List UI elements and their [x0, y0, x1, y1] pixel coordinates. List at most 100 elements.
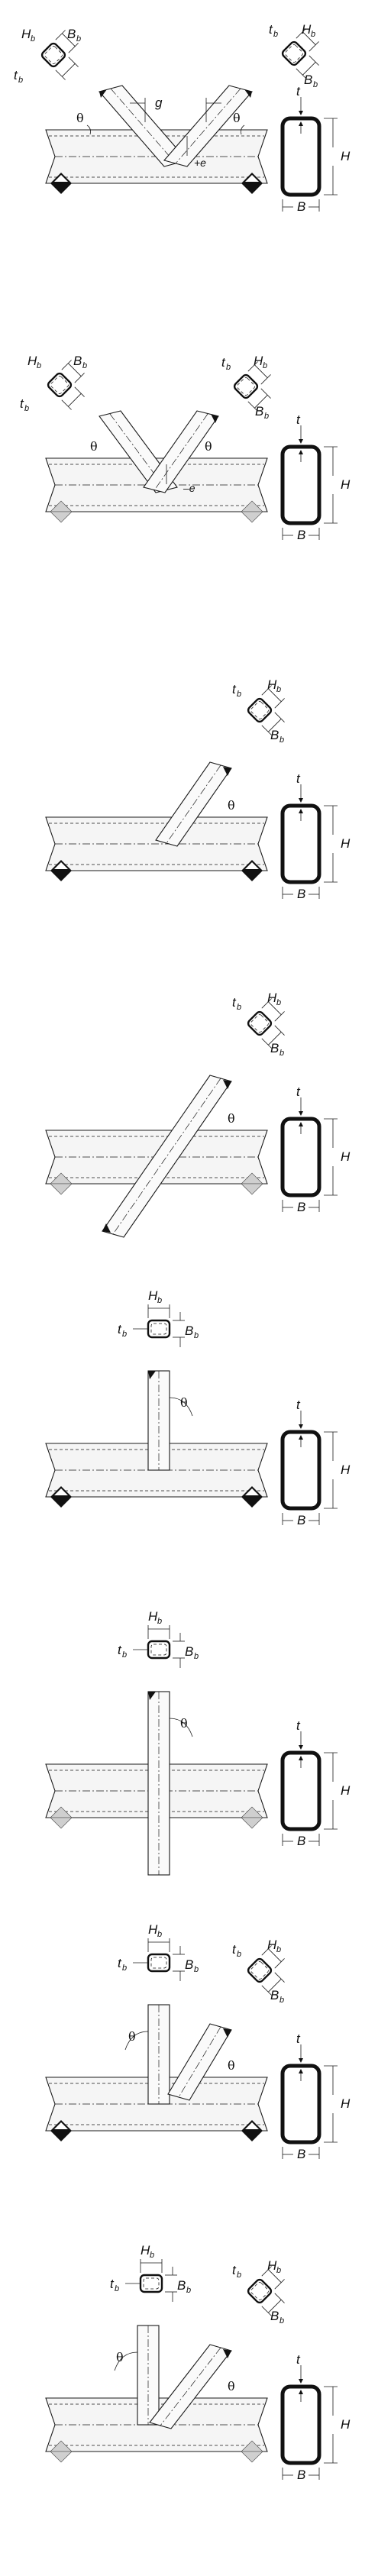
- svg-text:b: b: [122, 1650, 127, 1660]
- label-plus-e: +e: [194, 157, 206, 169]
- svg-text:θ: θ: [76, 111, 84, 125]
- svg-text:–e: –e: [183, 482, 195, 494]
- svg-text:θ: θ: [228, 2058, 235, 2073]
- svg-text:b: b: [194, 1965, 199, 1974]
- svg-text:B: B: [270, 1041, 279, 1055]
- svg-text:b: b: [157, 1617, 162, 1626]
- svg-text:b: b: [279, 1996, 284, 2005]
- svg-text:H: H: [141, 2243, 150, 2258]
- svg-text:t: t: [20, 396, 24, 411]
- svg-text:b: b: [122, 1964, 127, 1973]
- svg-text:H: H: [341, 2417, 351, 2432]
- svg-text:H: H: [341, 1783, 351, 1798]
- svg-text:b: b: [115, 2284, 119, 2293]
- label-gap: g: [155, 95, 163, 110]
- svg-text:t: t: [232, 995, 237, 1010]
- svg-text:B: B: [270, 2309, 279, 2323]
- svg-text:θ: θ: [90, 439, 98, 454]
- svg-text:H: H: [341, 1463, 351, 1477]
- svg-text:t: t: [232, 1942, 237, 1957]
- svg-text:B: B: [270, 728, 279, 742]
- svg-text:H: H: [341, 149, 351, 163]
- svg-text:H: H: [267, 2258, 277, 2273]
- svg-text:t: t: [296, 771, 301, 786]
- svg-text:H: H: [27, 354, 37, 368]
- svg-text:b: b: [122, 1330, 127, 1339]
- svg-text:t: t: [296, 1398, 301, 1412]
- svg-text:t: t: [110, 2277, 115, 2291]
- svg-text:B: B: [67, 27, 76, 41]
- svg-text:b: b: [24, 404, 29, 413]
- svg-text:θ: θ: [233, 111, 241, 125]
- svg-text:θ: θ: [128, 2029, 136, 2044]
- svg-text:H: H: [267, 991, 277, 1005]
- svg-text:H: H: [148, 1609, 158, 1624]
- svg-text:t: t: [118, 1956, 122, 1970]
- svg-text:t: t: [232, 2263, 237, 2277]
- svg-text:t: t: [232, 682, 237, 697]
- svg-text:B: B: [297, 2468, 305, 2482]
- svg-text:θ: θ: [180, 1395, 188, 1410]
- svg-text:B: B: [255, 404, 263, 419]
- svg-text:θ: θ: [205, 439, 212, 454]
- svg-text:H: H: [341, 1149, 351, 1164]
- svg-text:t: t: [296, 2352, 301, 2367]
- svg-text:b: b: [82, 361, 87, 370]
- svg-text:B: B: [270, 1988, 279, 2002]
- svg-text:B: B: [297, 1834, 305, 1848]
- svg-text:H: H: [254, 354, 263, 368]
- svg-text:B: B: [297, 528, 305, 542]
- svg-text:H: H: [341, 2096, 351, 2111]
- svg-text:t: t: [296, 84, 301, 99]
- svg-text:b: b: [313, 80, 318, 89]
- svg-text:B: B: [304, 73, 312, 87]
- svg-text:b: b: [186, 2286, 191, 2295]
- svg-text:b: b: [18, 76, 23, 85]
- svg-text:b: b: [37, 361, 41, 370]
- svg-text:θ: θ: [228, 1111, 235, 1126]
- svg-text:b: b: [237, 690, 241, 699]
- svg-text:B: B: [297, 887, 305, 901]
- svg-text:b: b: [237, 1003, 241, 1012]
- svg-text:θ: θ: [228, 798, 235, 813]
- svg-text:b: b: [276, 2266, 281, 2275]
- svg-text:B: B: [297, 1200, 305, 1214]
- svg-text:b: b: [150, 2251, 154, 2260]
- svg-text:b: b: [31, 34, 35, 44]
- label-Hb-left: H: [21, 27, 31, 41]
- svg-text:H: H: [302, 22, 312, 37]
- svg-text:b: b: [276, 998, 281, 1007]
- svg-text:H: H: [267, 1938, 277, 1952]
- svg-text:b: b: [276, 685, 281, 694]
- svg-text:b: b: [273, 30, 278, 39]
- svg-text:b: b: [76, 34, 81, 44]
- svg-text:t: t: [296, 2031, 301, 2046]
- svg-text:t: t: [296, 1084, 301, 1099]
- svg-text:t: t: [118, 1643, 122, 1657]
- svg-text:θ: θ: [116, 2350, 124, 2364]
- svg-text:b: b: [194, 1652, 199, 1661]
- svg-text:b: b: [276, 1945, 281, 1954]
- svg-text:b: b: [194, 1331, 199, 1340]
- svg-text:b: b: [279, 1049, 284, 1058]
- svg-text:b: b: [264, 412, 269, 421]
- svg-text:b: b: [157, 1296, 162, 1305]
- svg-text:t: t: [296, 412, 301, 427]
- svg-text:b: b: [263, 361, 267, 370]
- branch-section-left: [39, 29, 92, 81]
- svg-text:B: B: [185, 1324, 193, 1338]
- svg-text:H: H: [267, 677, 277, 692]
- svg-text:H: H: [148, 1922, 158, 1937]
- svg-text:t: t: [296, 1718, 301, 1733]
- svg-text:b: b: [237, 1950, 241, 1959]
- svg-text:t: t: [14, 68, 18, 82]
